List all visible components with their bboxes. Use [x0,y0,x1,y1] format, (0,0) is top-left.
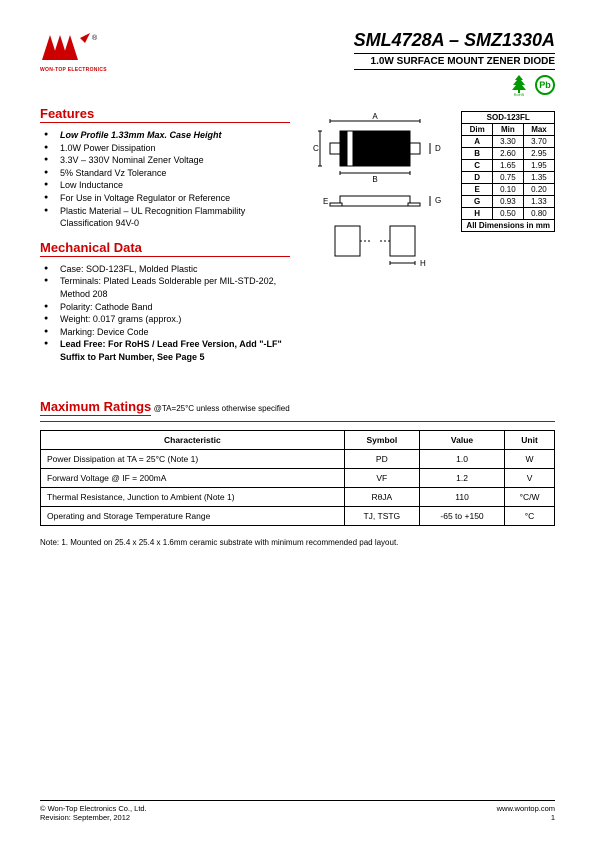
footer-revision: Revision: September, 2012 [40,813,147,822]
list-item: 3.3V – 330V Nominal Zener Voltage [40,154,290,167]
table-row: E0.100.20 [462,184,555,196]
svg-text:A: A [372,112,378,121]
rohs-tree-icon: RoHS [510,74,528,96]
ratings-header: Value [419,430,504,449]
list-item: Marking: Device Code [40,326,290,339]
svg-text:RoHS: RoHS [514,92,525,96]
compliance-icons: RoHS Pb [354,74,555,96]
svg-text:D: D [435,144,441,153]
part-number-title: SML4728A – SMZ1330A [354,30,555,51]
svg-text:C: C [313,144,319,153]
table-row: Power Dissipation at TA = 25°C (Note 1) … [41,449,555,468]
dim-title: SOD-123FL [462,112,555,124]
ratings-table: Characteristic Symbol Value Unit Power D… [40,430,555,526]
header: ® WON-TOP ELECTRONICS SML4728A – SMZ1330… [40,30,555,96]
dim-footer: All Dimensions in mm [462,220,555,232]
dimensions-table: SOD-123FL Dim Min Max A3.303.70 B2.602.9… [461,111,555,232]
dim-header: Min [492,124,523,136]
list-item: Lead Free: For RoHS / Lead Free Version,… [40,338,290,363]
footnote: Note: 1. Mounted on 25.4 x 25.4 x 1.6mm … [40,538,555,547]
mechanical-heading: Mechanical Data [40,240,290,257]
svg-text:E: E [323,197,328,206]
table-row: D0.751.35 [462,172,555,184]
footer-right: www.wontop.com 1 [497,804,555,822]
list-item: 5% Standard Vz Tolerance [40,167,290,180]
footer-left: © Won-Top Electronics Co., Ltd. Revision… [40,804,147,822]
package-outline-icon: A C D B [305,111,445,291]
logo-block: ® WON-TOP ELECTRONICS [40,30,110,73]
ratings-section: Maximum Ratings @TA=25°C unless otherwis… [40,389,555,422]
svg-text:B: B [372,175,377,184]
list-item: For Use in Voltage Regulator or Referenc… [40,192,290,205]
table-row: G0.931.33 [462,196,555,208]
svg-text:®: ® [92,34,98,42]
table-row: A3.303.70 [462,136,555,148]
dimensions-table-block: SOD-123FL Dim Min Max A3.303.70 B2.602.9… [461,111,555,232]
ratings-header: Symbol [344,430,419,449]
table-row: Thermal Resistance, Junction to Ambient … [41,487,555,506]
features-list: Low Profile 1.33mm Max. Case Height 1.0W… [40,129,290,230]
footer-page: 1 [497,813,555,822]
list-item: Low Inductance [40,179,290,192]
dim-header: Max [523,124,554,136]
ratings-condition: @TA=25°C unless otherwise specified [154,404,290,413]
left-column: Features Low Profile 1.33mm Max. Case He… [40,96,290,364]
package-diagram: A C D B [305,111,451,293]
company-name: WON-TOP ELECTRONICS [40,67,107,73]
list-item: Low Profile 1.33mm Max. Case Height [40,129,290,142]
footer-url: www.wontop.com [497,804,555,813]
ratings-header: Characteristic [41,430,345,449]
mechanical-list: Case: SOD-123FL, Molded Plastic Terminal… [40,263,290,364]
list-item: 1.0W Power Dissipation [40,142,290,155]
company-logo-icon: ® [40,30,110,65]
title-block: SML4728A – SMZ1330A 1.0W SURFACE MOUNT Z… [354,30,555,96]
table-row: B2.602.95 [462,148,555,160]
ratings-header: Unit [505,430,555,449]
dim-header: Dim [462,124,492,136]
content-row: Features Low Profile 1.33mm Max. Case He… [40,96,555,364]
page-footer: © Won-Top Electronics Co., Ltd. Revision… [40,800,555,822]
ratings-heading: Maximum Ratings [40,399,151,416]
features-heading: Features [40,106,290,123]
right-column: A C D B [305,111,555,364]
list-item: Case: SOD-123FL, Molded Plastic [40,263,290,276]
table-row: Operating and Storage Temperature Range … [41,506,555,525]
list-item: Terminals: Plated Leads Solderable per M… [40,275,290,300]
svg-text:H: H [420,259,426,268]
svg-text:G: G [435,196,441,205]
list-item: Polarity: Cathode Band [40,301,290,314]
product-subtitle: 1.0W SURFACE MOUNT ZENER DIODE [371,56,555,67]
table-row: H0.500.80 [462,208,555,220]
list-item: Plastic Material – UL Recognition Flamma… [40,205,290,230]
table-row: C1.651.95 [462,160,555,172]
footer-company: © Won-Top Electronics Co., Ltd. [40,804,147,813]
pb-free-icon: Pb [535,75,555,95]
list-item: Weight: 0.017 grams (approx.) [40,313,290,326]
table-row: Forward Voltage @ IF = 200mA VF 1.2 V [41,468,555,487]
